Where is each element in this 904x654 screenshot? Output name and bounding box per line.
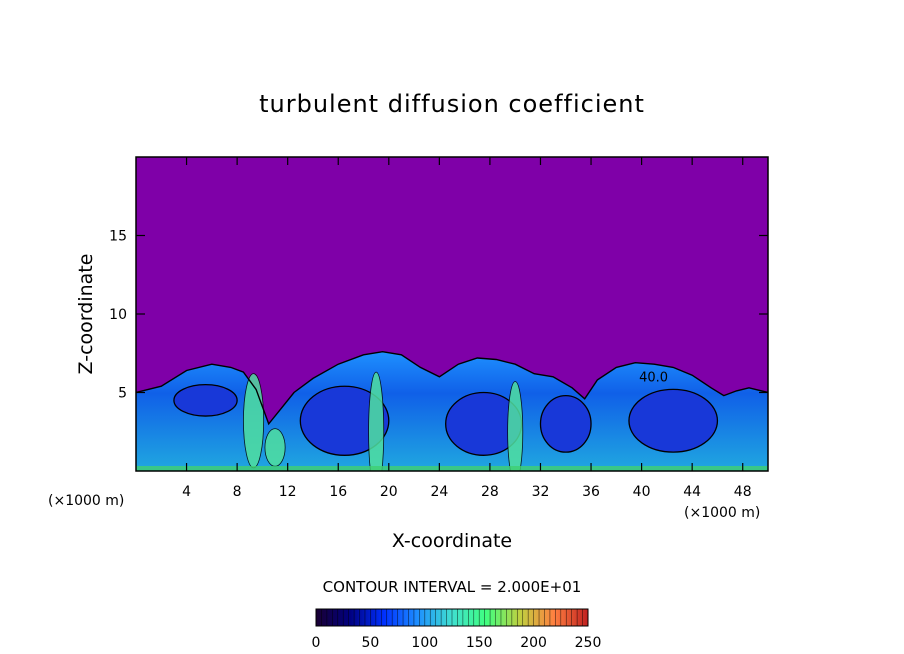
y-axis-label: Z-coordinate [75,254,97,375]
x-tick-label: 32 [532,484,550,500]
x-tick-label: 48 [734,484,752,500]
x-tick-label: 20 [380,484,398,500]
surface-layer [136,466,768,471]
updraft-plume [507,381,524,471]
y-tick-label: 10 [109,307,127,323]
colorbar-tick-label: 50 [361,635,379,651]
x-tick-label: 36 [582,484,600,500]
colorbar-tick-label: 0 [312,635,321,651]
x-axis-ticks: 4 8 12 16 20 24 28 32 36 40 44 48 [182,157,752,500]
eddy-core [628,388,719,453]
x-tick-label: 44 [683,484,701,500]
colorbar-tick-label: 250 [575,635,602,651]
contour-label: 40.0 [639,371,668,386]
plot-area: 40.0 [136,157,768,471]
y-tick-label: 15 [109,229,127,245]
updraft-plume [243,373,265,469]
eddy-core [539,394,592,453]
colorbar-tick-label: 150 [466,635,493,651]
x-unit-right: (×1000 m) [684,505,760,521]
x-tick-label: 24 [430,484,448,500]
x-axis-label: X-coordinate [392,530,512,552]
colorbar-contour-lines [321,609,583,626]
x-tick-label: 4 [182,484,191,500]
boundary-layer-contour [136,350,768,426]
x-tick-label: 28 [481,484,499,500]
x-tick-label: 16 [329,484,347,500]
eddy-core [173,383,238,417]
colorbar-tick-label: 200 [520,635,547,651]
chart-title: turbulent diffusion coefficient [259,90,645,118]
x-tick-label: 40 [633,484,651,500]
eddy-core [299,385,390,456]
y-axis-ticks: 5 10 15 [109,229,768,402]
x-tick-label: 8 [233,484,242,500]
contour-interval-text: CONTOUR INTERVAL = 2.000E+01 [323,578,582,596]
updraft-plume [264,428,286,467]
colorbar-tick-label: 100 [411,635,438,651]
x-tick-label: 12 [279,484,297,500]
updraft-plume [368,371,385,471]
x-unit-left: (×1000 m) [48,493,124,509]
y-tick-label: 5 [118,386,127,402]
colorbar-ticks: 0 50 100 150 200 250 [312,635,602,651]
